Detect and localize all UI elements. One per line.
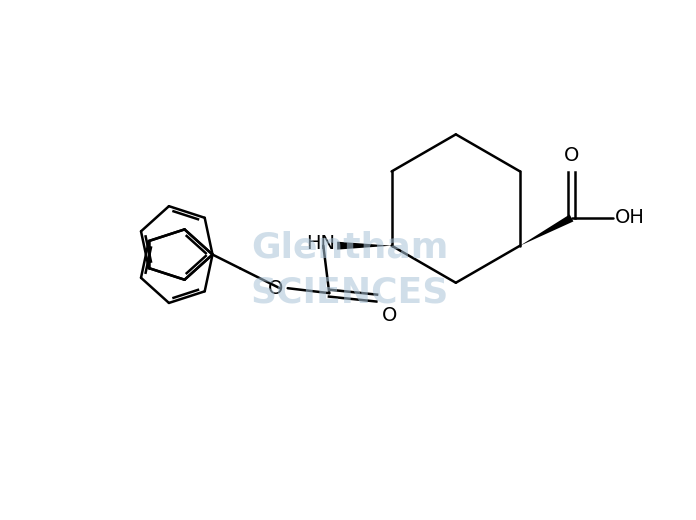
Text: HN: HN [306,234,335,253]
Text: O: O [381,306,397,325]
Polygon shape [520,214,574,245]
Text: OH: OH [615,209,645,227]
Polygon shape [337,242,392,250]
Text: Glentham
SCIENCES: Glentham SCIENCES [251,230,449,309]
Text: O: O [269,279,284,297]
Text: O: O [564,146,579,164]
